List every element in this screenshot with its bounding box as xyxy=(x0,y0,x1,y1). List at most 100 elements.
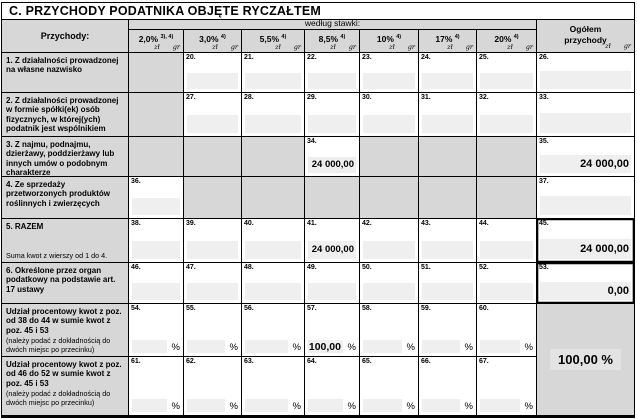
field-input-34[interactable]: 24 000,00 xyxy=(308,156,356,173)
field-cell-44: 44. xyxy=(477,219,537,263)
field-input-51[interactable] xyxy=(422,283,473,300)
row-label-2: 2. Z działalności prowadzonej w formie s… xyxy=(2,93,129,137)
percent-sign: % xyxy=(229,401,238,412)
field-value: 24 000,00 xyxy=(580,158,629,171)
field-input-36[interactable] xyxy=(132,197,180,215)
field-cell-46: 46. xyxy=(129,263,184,304)
unit-zl-label: zł xyxy=(330,43,336,51)
field-input-27[interactable] xyxy=(187,114,238,133)
unit-zl-label: zł xyxy=(447,43,453,51)
field-input-54[interactable] xyxy=(132,340,167,353)
field-input-43[interactable] xyxy=(422,240,473,259)
rate-header-units: zł gr xyxy=(477,43,533,51)
field-input-28[interactable] xyxy=(245,114,301,133)
field-cell-31: 31. xyxy=(419,93,477,137)
field-cell-62: 62.% xyxy=(184,357,242,416)
field-input-53[interactable]: 0,00 xyxy=(540,281,631,300)
field-input-55[interactable] xyxy=(187,340,225,353)
field-number: 32. xyxy=(479,94,489,101)
field-input-63[interactable] xyxy=(245,399,288,412)
field-cell-23: 23. xyxy=(360,53,419,93)
field-input-45[interactable]: 24 000,00 xyxy=(540,239,631,259)
field-input-52[interactable] xyxy=(480,283,533,300)
percent-sign: % xyxy=(524,342,533,353)
field-cell-54: 54.% xyxy=(129,304,184,357)
field-input-62[interactable] xyxy=(187,399,225,412)
field-number: 35. xyxy=(539,138,549,145)
field-number: 54. xyxy=(131,305,141,312)
field-input-60[interactable] xyxy=(480,340,520,353)
disabled-cell xyxy=(184,137,242,177)
field-input-32[interactable] xyxy=(480,114,533,133)
field-cell-60: 60.% xyxy=(477,304,537,357)
rate-label: 2,0% xyxy=(138,34,161,44)
field-input-37[interactable] xyxy=(540,196,631,215)
field-input-66[interactable] xyxy=(422,399,460,412)
field-cell-66: 66.% xyxy=(419,357,477,416)
row-label-3: 3. Z najmu, podnajmu, dzierżawy, poddzie… xyxy=(2,137,129,177)
field-input-38[interactable] xyxy=(132,240,180,259)
field-input-49[interactable] xyxy=(308,283,356,300)
field-input-65[interactable] xyxy=(363,399,402,412)
percent-sign: % xyxy=(292,342,301,353)
unit-zl-label: zł xyxy=(389,43,395,51)
field-cell-29: 29. xyxy=(305,93,360,137)
field-input-47[interactable] xyxy=(187,283,238,300)
field-input-42[interactable] xyxy=(363,240,415,259)
field-input-41[interactable]: 24 000,00 xyxy=(308,240,356,259)
field-input-33[interactable] xyxy=(540,113,631,133)
field-number: 20. xyxy=(186,54,196,61)
row-note-text: (należy podać z dokładnością do dwóch mi… xyxy=(6,336,111,354)
percent-sign: % xyxy=(171,342,180,353)
field-input-56[interactable] xyxy=(245,340,288,353)
field-cell-49: 49. xyxy=(305,263,360,304)
field-cell-57: 57. 100,00% xyxy=(305,304,360,357)
rate-header-units: zł gr xyxy=(305,43,356,51)
rate-column-header-55: 5,5% 4) zł gr xyxy=(242,30,305,53)
field-input-40[interactable] xyxy=(245,240,301,259)
field-input-31[interactable] xyxy=(422,114,473,133)
field-cell-56: 56.% xyxy=(242,304,305,357)
field-cell-58: 58.% xyxy=(360,304,419,357)
field-input-48[interactable] xyxy=(245,283,301,300)
row-label-1: 1. Z działalności prowadzonej na własne … xyxy=(2,53,129,93)
field-cell-34: 34. 24 000,00 xyxy=(305,137,360,177)
field-input-46[interactable] xyxy=(132,283,180,300)
field-input-25[interactable] xyxy=(480,72,533,89)
field-input-44[interactable] xyxy=(480,240,533,259)
field-cell-25: 25. xyxy=(477,53,537,93)
field-input-50[interactable] xyxy=(363,283,415,300)
field-input-39[interactable] xyxy=(187,240,238,259)
disabled-cell xyxy=(242,177,305,219)
field-input-22[interactable] xyxy=(308,72,356,89)
rate-column-header-10: 10% 4) zł gr xyxy=(360,30,419,53)
field-input-20[interactable] xyxy=(187,72,238,89)
field-input-24[interactable] xyxy=(422,72,473,89)
field-number: 65. xyxy=(362,358,372,365)
row-label-text: 3. Z najmu, podnajmu, dzierżawy, poddzie… xyxy=(6,140,115,177)
disabled-cell xyxy=(129,93,184,137)
field-cell-40: 40. xyxy=(242,219,305,263)
field-input-29[interactable] xyxy=(308,114,356,133)
field-input-26[interactable] xyxy=(540,71,631,89)
field-input-23[interactable] xyxy=(363,72,415,89)
unit-zl-label: zł xyxy=(605,42,611,51)
field-input-67[interactable] xyxy=(480,399,520,412)
field-input-59[interactable] xyxy=(422,340,460,353)
field-input-61[interactable] xyxy=(132,399,167,412)
field-input-58[interactable] xyxy=(363,340,402,353)
rate-label: 17% xyxy=(435,34,455,44)
rate-label: 10% xyxy=(376,34,397,44)
field-input-35[interactable]: 24 000,00 xyxy=(540,155,631,173)
field-number: 67. xyxy=(479,358,489,365)
field-input-64[interactable] xyxy=(308,399,343,412)
field-cell-45: 45. 24 000,00 xyxy=(537,219,634,263)
rate-footnote-ref: 4) xyxy=(340,34,346,41)
field-input-30[interactable] xyxy=(363,114,415,133)
field-input-21[interactable] xyxy=(245,72,301,89)
field-input-57[interactable]: 100,00 xyxy=(308,340,343,353)
row-label-text: 1. Z działalności prowadzonej na własne … xyxy=(6,56,119,75)
field-number: 27. xyxy=(186,94,196,101)
column-header-przychody: Przychody: xyxy=(2,20,129,53)
